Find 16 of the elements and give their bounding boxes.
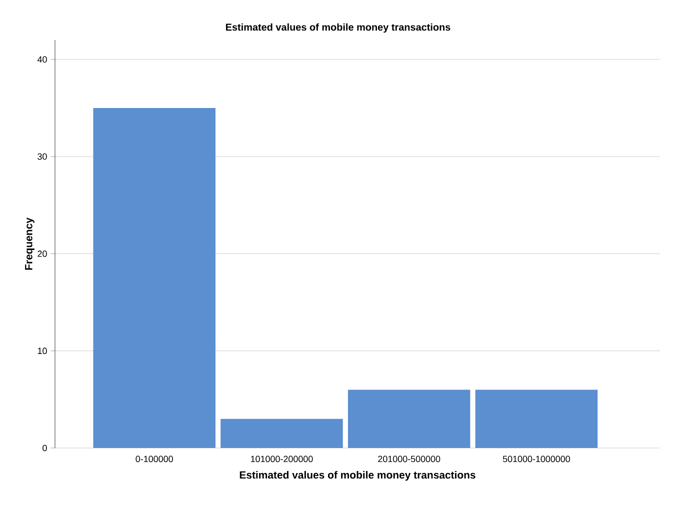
- y-tick-label: 30: [38, 153, 47, 160]
- bar: [348, 390, 470, 448]
- y-tick-label: 0: [42, 444, 47, 452]
- y-tick-label: 10: [38, 348, 47, 354]
- x-tick-label: 201000-500000: [378, 456, 440, 462]
- y-axis-title: Frequency: [25, 218, 34, 270]
- y-tick-label: 40: [37, 56, 47, 63]
- x-axis-title: Estimated values of mobile money transactions: [240, 470, 476, 481]
- bar: [220, 418, 343, 448]
- x-tick-label: 501000-1000000: [502, 456, 570, 462]
- x-tick-label: 0-100000: [136, 456, 173, 462]
- bar: [93, 108, 216, 448]
- chart-title: Estimated values of mobile money transactions: [226, 23, 450, 33]
- bar: [475, 390, 598, 448]
- x-tick-label: 101000-200000: [250, 456, 313, 462]
- y-tick-label: 20: [38, 250, 47, 257]
